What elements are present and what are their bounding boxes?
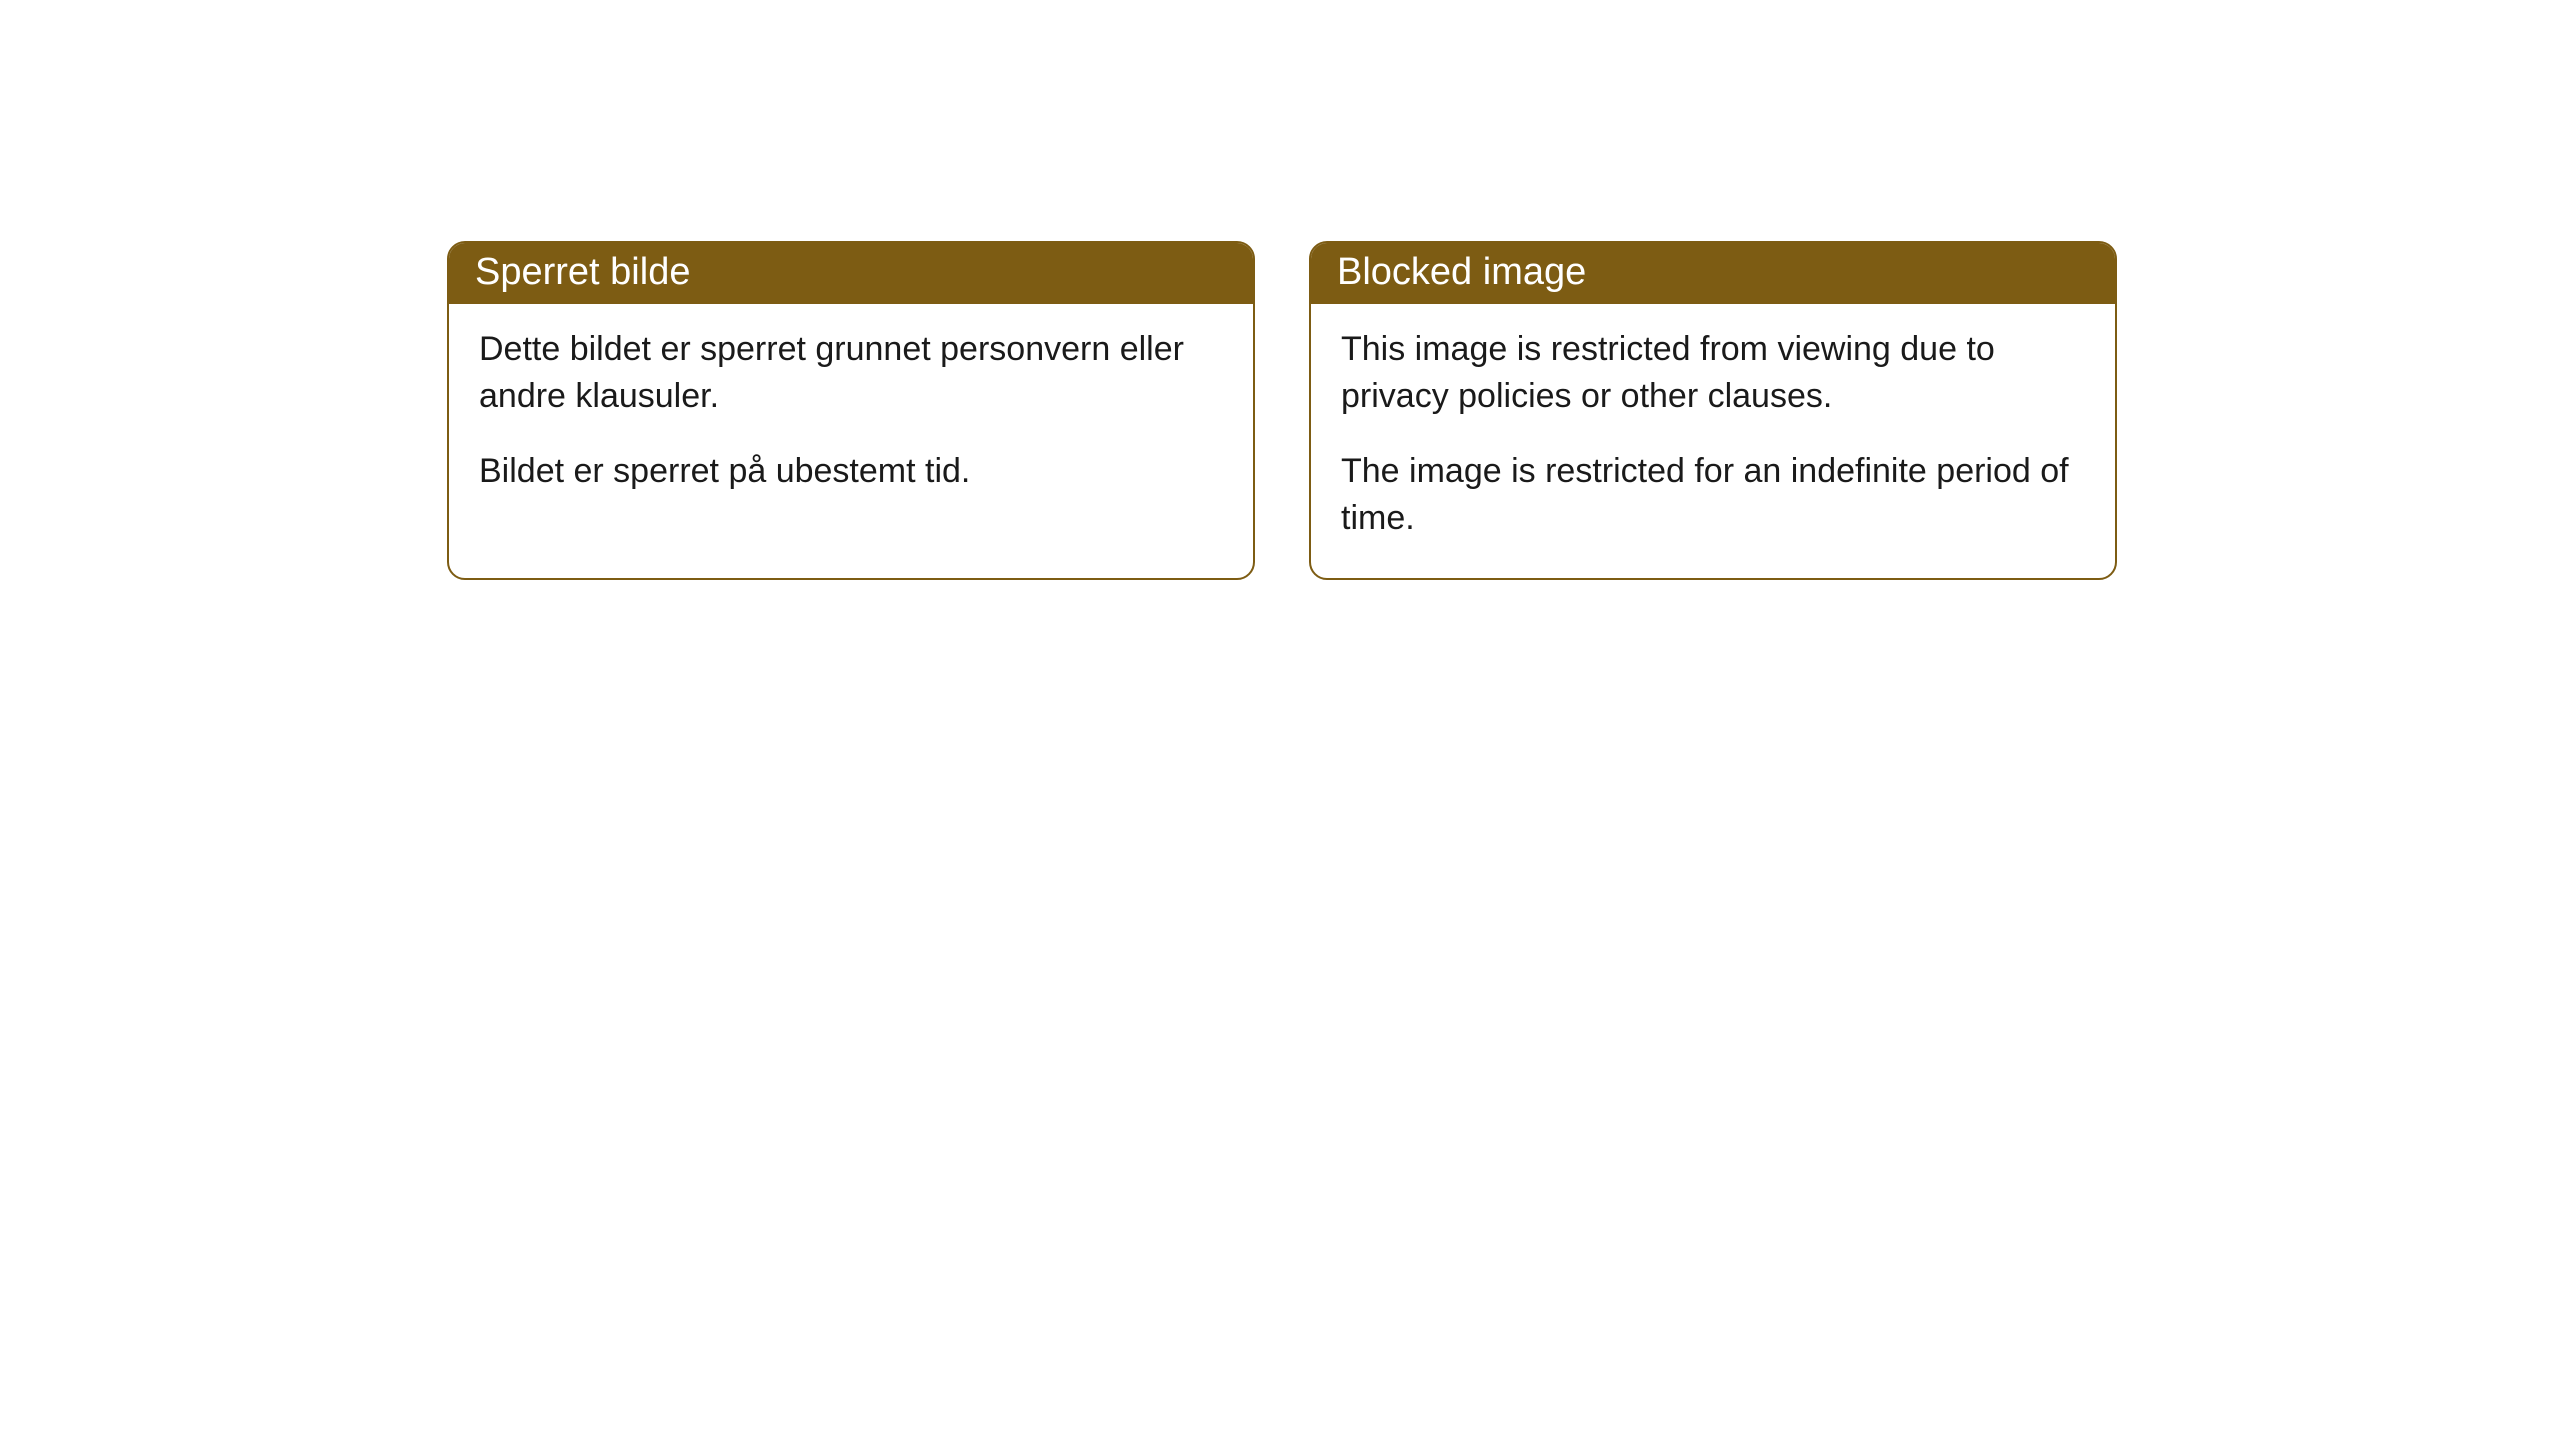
card-text-en-2: The image is restricted for an indefinit… [1341, 448, 2085, 542]
card-text-no-1: Dette bildet er sperret grunnet personve… [479, 326, 1223, 420]
blocked-image-card-en: Blocked image This image is restricted f… [1309, 241, 2117, 580]
card-title-no: Sperret bilde [475, 251, 690, 293]
card-header-no: Sperret bilde [449, 243, 1253, 304]
notice-cards-container: Sperret bilde Dette bildet er sperret gr… [447, 241, 2117, 580]
card-body-en: This image is restricted from viewing du… [1311, 304, 2115, 578]
card-text-no-2: Bildet er sperret på ubestemt tid. [479, 448, 1223, 495]
card-header-en: Blocked image [1311, 243, 2115, 304]
card-title-en: Blocked image [1337, 251, 1586, 293]
card-body-no: Dette bildet er sperret grunnet personve… [449, 304, 1253, 531]
card-text-en-1: This image is restricted from viewing du… [1341, 326, 2085, 420]
blocked-image-card-no: Sperret bilde Dette bildet er sperret gr… [447, 241, 1255, 580]
